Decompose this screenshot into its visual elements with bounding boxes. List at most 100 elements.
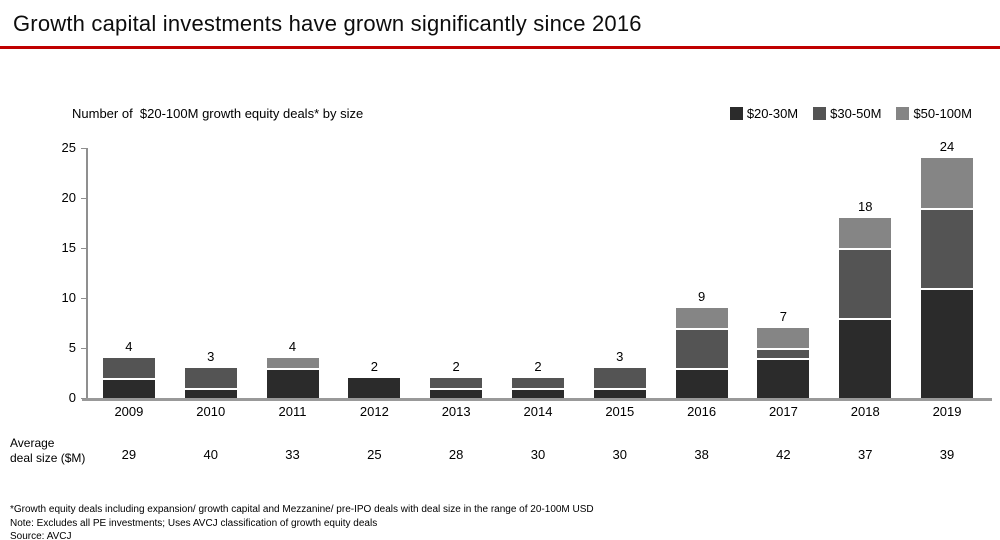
title-accent-rule [0, 46, 1000, 49]
bar-segment [266, 358, 319, 368]
average-deal-size-value: 37 [857, 447, 873, 462]
average-deal-size-value: 29 [121, 447, 137, 462]
average-deal-size-value: 30 [530, 447, 546, 462]
bar-segment [430, 378, 483, 388]
footnote-line: Source: AVCJ [10, 531, 72, 540]
bar-column: 2 [333, 148, 415, 398]
legend-swatch [896, 107, 910, 120]
average-deal-size-value: 28 [448, 447, 464, 462]
y-tick-label: 0 [68, 390, 76, 405]
bar-total-label: 4 [125, 339, 133, 354]
y-tick-label: 25 [61, 140, 76, 155]
x-axis-label: 2010 [196, 404, 226, 419]
bar-segment [921, 208, 974, 288]
x-axis-label: 2019 [932, 404, 962, 419]
bar-segment [675, 308, 728, 328]
footnotes: *Growth equity deals including expansion… [10, 503, 594, 540]
bar-segment [102, 358, 155, 378]
footnote-line: Note: Excludes all PE investments; Uses … [10, 517, 378, 529]
bar-segment [102, 378, 155, 398]
legend-label: $20-30M [746, 106, 799, 121]
bar-column: 4 [252, 148, 334, 398]
y-tick-label: 15 [61, 240, 76, 255]
legend-item: $20-30M [729, 106, 799, 121]
bar-column: 7 [743, 148, 825, 398]
x-axis-label: 2014 [523, 404, 553, 419]
bar-segment [430, 388, 483, 398]
y-tick-mark [81, 348, 86, 349]
bar-segment [266, 368, 319, 398]
bar-total-label: 2 [534, 359, 542, 374]
x-axis-labels: 2009 2010 2011 2012 2013 2014 2015 2016 2017 2018… [88, 404, 988, 419]
bar-segment [921, 288, 974, 398]
y-tick-label: 10 [61, 290, 76, 305]
x-axis-label: 2018 [850, 404, 880, 419]
bar-segment [511, 388, 564, 398]
chart-legend: $20-30M $30-50M $50-100M [729, 106, 972, 121]
x-axis-line [82, 398, 992, 401]
y-tick-label: 20 [61, 190, 76, 205]
y-tick-mark [81, 398, 86, 399]
bar-column: 3 [170, 148, 252, 398]
bar-total-label: 4 [288, 339, 297, 354]
bar-segment [921, 158, 974, 208]
legend-swatch [813, 107, 827, 120]
x-axis-label: 2011 [278, 404, 307, 419]
bar-segment [839, 318, 892, 398]
bar-column: 4 [88, 148, 170, 398]
bar-total-label: 24 [939, 139, 955, 154]
y-axis-line [86, 148, 88, 400]
bar-column: 2 [415, 148, 497, 398]
bar-segment [511, 378, 564, 388]
average-deal-size-values: 29 40 33 25 28 30 30 38 42 37 39 [88, 447, 988, 462]
footnote-line: *Growth equity deals including expansion… [10, 504, 594, 515]
average-deal-size-value: 38 [694, 447, 709, 462]
bar-segment [593, 368, 646, 388]
bar-column: 9 [661, 148, 743, 398]
bar-total-label: 9 [697, 289, 706, 304]
average-deal-size-value: 40 [203, 447, 218, 462]
bar-segment [757, 358, 810, 398]
x-axis-label: 2016 [687, 404, 717, 419]
legend-item: $50-100M [896, 106, 972, 121]
y-tick-mark [81, 148, 86, 149]
legend-swatch [729, 107, 743, 120]
bar-segment [675, 328, 728, 368]
bars-container: 4 3 4 2 2 2 3 9 7 18 24 [88, 139, 988, 398]
y-tick-label: 5 [68, 340, 76, 355]
y-tick-mark [81, 248, 86, 249]
bar-total-label: 18 [857, 199, 873, 214]
bar-total-label: 7 [779, 309, 788, 324]
bar-column: 2 [497, 148, 579, 398]
bar-segment [757, 348, 810, 358]
bar-column: 24 [906, 139, 988, 398]
legend-item: $30-50M [813, 106, 881, 121]
average-deal-size-value: 39 [939, 447, 955, 462]
page-title: Growth capital investments have grown si… [13, 11, 642, 36]
x-axis-label: 2015 [605, 404, 635, 419]
y-tick-mark [81, 198, 86, 199]
bar-column: 18 [824, 148, 906, 398]
x-axis-label: 2012 [359, 404, 389, 419]
average-deal-size-value: 25 [367, 447, 382, 462]
y-tick-mark [81, 298, 86, 299]
x-axis-label: 2009 [114, 404, 144, 419]
bar-total-label: 2 [452, 359, 460, 374]
bar-segment [839, 248, 892, 318]
average-deal-size-value: 42 [776, 447, 791, 462]
chart-title: Number of $20-100M growth equity deals* … [72, 106, 364, 121]
x-axis-label: 2013 [441, 404, 471, 419]
legend-label: $50-100M [913, 106, 972, 121]
bar-total-label: 2 [370, 359, 378, 374]
bar-total-label: 3 [616, 349, 624, 364]
average-deal-size-value: 30 [612, 447, 628, 462]
bar-total-label: 3 [207, 349, 215, 364]
bar-segment [757, 328, 810, 348]
x-axis-label: 2017 [768, 404, 798, 419]
bar-column: 3 [579, 148, 661, 398]
bar-segment [675, 368, 728, 398]
chart-plot-area: 0 5 10 15 20 25 4 3 4 2 2 2 3 9 7 18 24 [62, 139, 992, 405]
bar-segment [839, 218, 892, 248]
bar-segment [593, 388, 646, 398]
